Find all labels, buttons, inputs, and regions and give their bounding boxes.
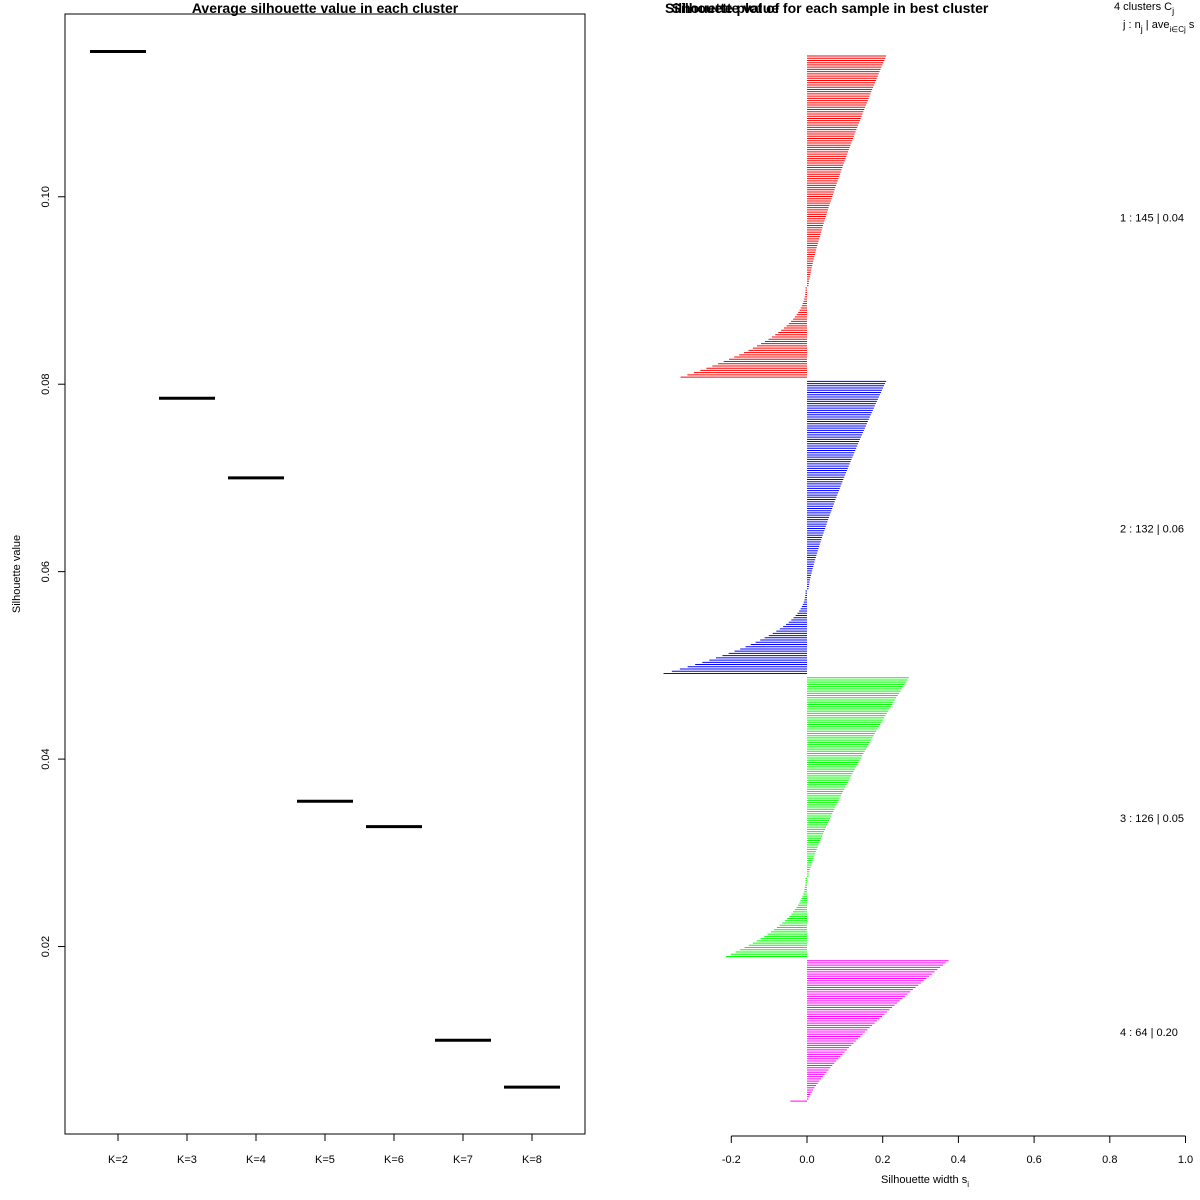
cluster-header-line2-text: j : n: [1122, 19, 1141, 31]
left-x-axis: K=2 K=3 K=4 K=5 K=6 K=7 K=8: [108, 1133, 542, 1166]
left-y-tick-label: 0.10: [40, 186, 52, 207]
left-y-tick-label: 0.06: [40, 561, 52, 582]
cluster-header-line1: 4 clusters Cj: [1114, 1, 1174, 16]
right-x-tick-label: 0.8: [1102, 1154, 1117, 1166]
left-x-tick-label: K=3: [177, 1154, 197, 1166]
left-y-axis: 0.02 0.04 0.06 0.08 0.10: [40, 186, 66, 957]
cluster-header-line2-tail: s: [1186, 19, 1195, 31]
left-series: [90, 49, 560, 1089]
left-y-axis-label: Silhouette value: [11, 535, 23, 613]
left-x-tick-label: K=8: [522, 1154, 542, 1166]
right-x-tick-label: 0.0: [799, 1154, 814, 1166]
cluster-header-line2-sub: j: [1140, 24, 1143, 34]
right-x-tick-label: 0.2: [875, 1154, 890, 1166]
cluster-label-1: 1 : 145 | 0.04: [1120, 213, 1184, 225]
left-y-tick-label: 0.02: [40, 936, 52, 957]
right-x-axis-label-text: Silhouette width s: [881, 1174, 968, 1186]
right-chart-overlap-title: Silhouette plot of: [665, 0, 780, 16]
cluster-header-line1-sub: j: [1171, 6, 1174, 16]
silhouette-bars: [663, 55, 949, 1102]
left-chart-title: Average silhouette value in each cluster: [192, 0, 459, 16]
right-chart-title: Silhouette value for each sample in best…: [672, 0, 989, 16]
right-x-tick-label: -0.2: [722, 1154, 741, 1166]
cluster-header-line2-sub2: i∈Cj: [1169, 25, 1186, 34]
left-x-tick-label: K=2: [108, 1154, 128, 1166]
cluster-header-line1-text: 4 clusters C: [1114, 1, 1172, 13]
right-x-axis: -0.2 0.0 0.2 0.4 0.6 0.8 1.0: [722, 1135, 1193, 1166]
right-x-tick-label: 0.6: [1026, 1154, 1041, 1166]
left-x-tick-label: K=7: [453, 1154, 473, 1166]
right-chart: Silhouette plot of Silhouette value for …: [663, 0, 1195, 1189]
right-x-axis-label-sub: i: [967, 1180, 969, 1189]
cluster-label-2: 2 : 132 | 0.06: [1120, 524, 1184, 536]
left-y-tick-label: 0.08: [40, 373, 52, 394]
cluster-header-line2-rest: | ave: [1143, 19, 1170, 31]
cluster-label-3: 3 : 126 | 0.05: [1120, 813, 1184, 825]
left-chart: Average silhouette value in each cluster…: [11, 0, 586, 1166]
left-y-tick-label: 0.04: [40, 748, 52, 769]
left-plot-frame: [64, 13, 586, 1135]
cluster-header-line2: j : nj | avei∈Cj s: [1122, 19, 1195, 34]
left-x-tick-label: K=6: [384, 1154, 404, 1166]
cluster-labels: 1 : 145 | 0.04 2 : 132 | 0.06 3 : 126 | 0.…: [1120, 213, 1184, 1039]
right-x-axis-label: Silhouette width si: [881, 1174, 969, 1189]
right-x-tick-label: 0.4: [951, 1154, 966, 1166]
right-x-tick-label: 1.0: [1178, 1154, 1193, 1166]
left-x-tick-label: K=5: [315, 1154, 335, 1166]
cluster-label-4: 4 : 64 | 0.20: [1120, 1027, 1178, 1039]
left-x-tick-label: K=4: [246, 1154, 266, 1166]
